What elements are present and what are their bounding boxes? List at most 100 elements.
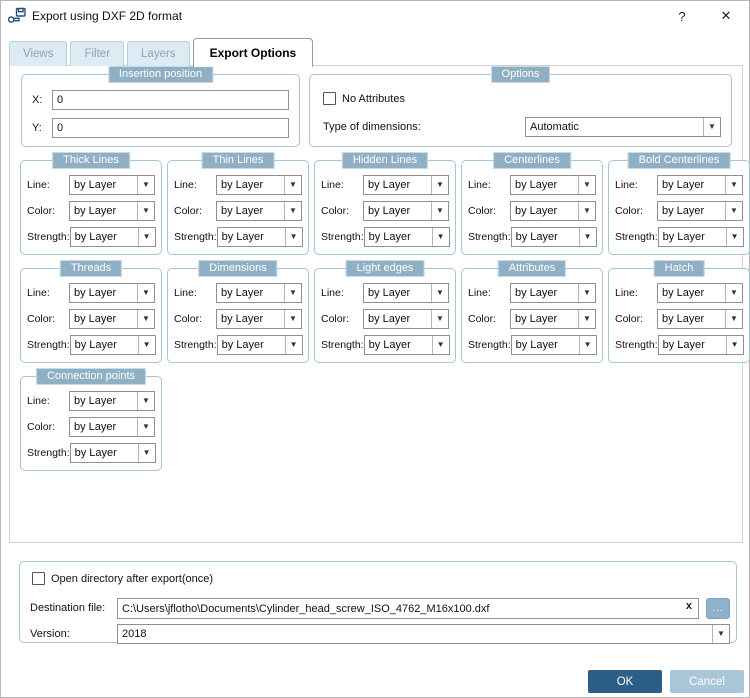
chevron-down-icon[interactable]: ▼ (284, 176, 301, 194)
chevron-down-icon[interactable]: ▼ (431, 336, 449, 354)
hidden-lines-line--combo[interactable]: by Layer ▼ (363, 175, 449, 195)
clear-icon[interactable]: x (685, 600, 692, 612)
chevron-down-icon[interactable]: ▼ (431, 228, 449, 246)
connection-points-strength--combo[interactable]: by Layer ▼ (69, 443, 156, 463)
export-dxf-icon (7, 7, 26, 23)
chevron-down-icon[interactable]: ▼ (725, 310, 742, 328)
y-input[interactable] (52, 118, 289, 138)
tab-filter[interactable]: Filter (70, 41, 125, 66)
connection-points-color--combo[interactable]: by Layer ▼ (69, 417, 155, 437)
chevron-down-icon[interactable]: ▼ (137, 176, 154, 194)
attributes-color--combo[interactable]: by Layer ▼ (510, 309, 596, 329)
dimensions-line--combo[interactable]: by Layer ▼ (216, 283, 302, 303)
centerlines-strength--combo[interactable]: by Layer ▼ (510, 227, 597, 247)
open-directory-checkbox[interactable] (32, 572, 45, 585)
style-group-threads: Threads Line: by Layer ▼ Color: by Layer ▼ Stre… (20, 260, 162, 363)
ok-button[interactable]: OK (588, 670, 662, 693)
chevron-down-icon[interactable]: ▼ (431, 202, 448, 220)
no-attributes-checkbox[interactable] (323, 92, 336, 105)
strength--row: Strength: by Layer ▼ (321, 335, 450, 355)
x-input[interactable] (52, 90, 289, 110)
chevron-down-icon[interactable]: ▼ (578, 284, 595, 302)
chevron-down-icon[interactable]: ▼ (284, 310, 301, 328)
chevron-down-icon[interactable]: ▼ (431, 310, 448, 328)
chevron-down-icon[interactable]: ▼ (431, 176, 448, 194)
close-button[interactable]: ✕ (720, 8, 732, 23)
thin-lines-line--combo[interactable]: by Layer ▼ (216, 175, 302, 195)
chevron-down-icon[interactable]: ▼ (725, 202, 742, 220)
chevron-down-icon[interactable]: ▼ (137, 310, 154, 328)
chevron-down-icon[interactable]: ▼ (137, 392, 154, 410)
light-edges-color--combo[interactable]: by Layer ▼ (363, 309, 449, 329)
chevron-down-icon[interactable]: ▼ (578, 202, 595, 220)
chevron-down-icon[interactable]: ▼ (578, 176, 595, 194)
chevron-down-icon[interactable]: ▼ (578, 336, 596, 354)
style-group-centerlines: Centerlines Line: by Layer ▼ Color: by Layer ▼… (461, 152, 603, 255)
hidden-lines-strength--combo[interactable]: by Layer ▼ (363, 227, 450, 247)
centerlines-color--combo[interactable]: by Layer ▼ (510, 201, 596, 221)
cancel-button[interactable]: Cancel (670, 670, 744, 693)
bold-centerlines-color--combo[interactable]: by Layer ▼ (657, 201, 743, 221)
light-edges-line--combo[interactable]: by Layer ▼ (363, 283, 449, 303)
color--row: Color: by Layer ▼ (27, 201, 155, 221)
chevron-down-icon[interactable]: ▼ (725, 284, 742, 302)
chevron-down-icon[interactable]: ▼ (137, 284, 154, 302)
thin-lines-strength--combo[interactable]: by Layer ▼ (216, 227, 303, 247)
chevron-down-icon[interactable]: ▼ (712, 625, 729, 643)
chevron-down-icon[interactable]: ▼ (137, 336, 155, 354)
type-of-dimensions-combo[interactable]: Automatic ▼ (525, 117, 721, 137)
chevron-down-icon[interactable]: ▼ (137, 418, 154, 436)
chevron-down-icon[interactable]: ▼ (725, 336, 743, 354)
attributes-strength--combo[interactable]: by Layer ▼ (510, 335, 597, 355)
chevron-down-icon[interactable]: ▼ (284, 284, 301, 302)
group-title-threads: Threads (59, 260, 123, 277)
strength--label: Strength: (615, 231, 658, 243)
thick-lines-color--combo[interactable]: by Layer ▼ (69, 201, 155, 221)
chevron-down-icon[interactable]: ▼ (725, 228, 743, 246)
connection-points-line--combo[interactable]: by Layer ▼ (69, 391, 155, 411)
style-group-hatch: Hatch Line: by Layer ▼ Color: by Layer ▼ Streng… (608, 260, 750, 363)
dimensions-strength--combo[interactable]: by Layer ▼ (216, 335, 303, 355)
help-button[interactable]: ? (678, 8, 686, 24)
chevron-down-icon[interactable]: ▼ (578, 310, 595, 328)
line--label: Line: (27, 395, 50, 407)
chevron-down-icon[interactable]: ▼ (137, 444, 155, 462)
group-title-dimensions: Dimensions (198, 260, 278, 277)
chevron-down-icon[interactable]: ▼ (578, 228, 596, 246)
open-directory-label: Open directory after export(once) (51, 572, 214, 585)
chevron-down-icon[interactable]: ▼ (284, 202, 301, 220)
threads-line--combo[interactable]: by Layer ▼ (69, 283, 155, 303)
bold-centerlines-line--combo[interactable]: by Layer ▼ (657, 175, 743, 195)
browse-button[interactable]: ... (706, 598, 730, 619)
group-title-thin-lines: Thin Lines (201, 152, 275, 169)
version-label: Version: (30, 628, 70, 640)
hatch-strength--combo[interactable]: by Layer ▼ (657, 335, 744, 355)
centerlines-line--combo[interactable]: by Layer ▼ (510, 175, 596, 195)
hatch-color--combo[interactable]: by Layer ▼ (657, 309, 743, 329)
combo-value: by Layer (74, 313, 117, 325)
tab-views[interactable]: Views (9, 41, 68, 66)
chevron-down-icon[interactable]: ▼ (284, 336, 302, 354)
group-title-hatch: Hatch (653, 260, 705, 277)
hatch-line--combo[interactable]: by Layer ▼ (657, 283, 743, 303)
chevron-down-icon[interactable]: ▼ (137, 228, 155, 246)
light-edges-strength--combo[interactable]: by Layer ▼ (363, 335, 450, 355)
dimensions-color--combo[interactable]: by Layer ▼ (216, 309, 302, 329)
hidden-lines-color--combo[interactable]: by Layer ▼ (363, 201, 449, 221)
chevron-down-icon[interactable]: ▼ (703, 118, 720, 136)
chevron-down-icon[interactable]: ▼ (284, 228, 302, 246)
attributes-line--combo[interactable]: by Layer ▼ (510, 283, 596, 303)
tab-layers[interactable]: Layers (127, 41, 190, 66)
bold-centerlines-strength--combo[interactable]: by Layer ▼ (657, 227, 744, 247)
tab-export-options[interactable]: Export Options (192, 38, 314, 67)
chevron-down-icon[interactable]: ▼ (431, 284, 448, 302)
chevron-down-icon[interactable]: ▼ (725, 176, 742, 194)
threads-color--combo[interactable]: by Layer ▼ (69, 309, 155, 329)
threads-strength--combo[interactable]: by Layer ▼ (69, 335, 156, 355)
version-combo[interactable]: 2018 ▼ (117, 624, 730, 644)
thin-lines-color--combo[interactable]: by Layer ▼ (216, 201, 302, 221)
thick-lines-line--combo[interactable]: by Layer ▼ (69, 175, 155, 195)
destination-file-input[interactable] (117, 598, 699, 619)
chevron-down-icon[interactable]: ▼ (137, 202, 154, 220)
thick-lines-strength--combo[interactable]: by Layer ▼ (69, 227, 156, 247)
